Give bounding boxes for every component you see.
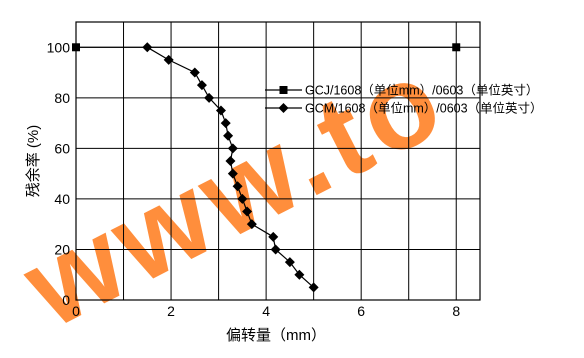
legend-entry-gcj: GCJ/1608（单位mm）/0603（单位英寸） (265, 83, 538, 98)
data-point-diamond (223, 130, 234, 141)
x-tick-label: 2 (167, 303, 175, 319)
data-point-diamond (270, 244, 281, 255)
data-point-diamond (196, 80, 207, 91)
legend-entry-gcm: GCM/1608（单位mm）/0603（单位英寸） (265, 101, 543, 116)
y-tick-label: 0 (62, 292, 70, 308)
data-point-diamond (163, 54, 174, 65)
x-tick-label: 8 (452, 303, 460, 319)
series-0 (72, 43, 461, 52)
data-point-diamond (189, 67, 200, 78)
data-point-diamond (225, 156, 236, 166)
y-axis-title: 残余率 (%) (24, 125, 42, 198)
y-tick-label: 60 (54, 140, 70, 156)
y-tick-label: 20 (54, 241, 70, 257)
y-tick-label: 80 (54, 90, 70, 106)
legend-label-gcj: GCJ/1608（单位mm）/0603（单位英寸） (305, 83, 538, 98)
data-point-diamond (204, 92, 215, 103)
legend-marker-square-icon (279, 86, 288, 94)
data-point-square (452, 43, 461, 52)
plot-frame (75, 21, 481, 301)
series-1 (142, 42, 319, 293)
data-point-diamond (227, 143, 238, 154)
x-tick-label: 4 (262, 303, 270, 319)
data-point-diamond (237, 193, 248, 204)
y-tick-label: 100 (47, 39, 71, 55)
data-point-diamond (284, 257, 295, 268)
series-layer (72, 42, 461, 293)
legend: GCJ/1608（单位mm）/0603（单位英寸） GCM/1608（单位mm）… (265, 83, 543, 116)
x-tick-label: 6 (357, 303, 365, 319)
x-axis-title: 偏转量（mm） (226, 327, 326, 344)
legend-label-gcm: GCM/1608（单位mm）/0603（单位英寸） (305, 101, 543, 116)
data-point-diamond (232, 181, 243, 192)
data-point-diamond (294, 269, 305, 280)
data-point-diamond (246, 219, 257, 230)
legend-marker-diamond-icon (278, 103, 289, 113)
data-point-diamond (227, 168, 238, 179)
data-point-diamond (268, 231, 279, 242)
data-point-diamond (242, 206, 253, 217)
data-point-diamond (142, 42, 153, 53)
data-point-diamond (308, 282, 319, 293)
x-tick-label: 0 (72, 303, 80, 319)
data-point-diamond (220, 118, 231, 129)
data-point-diamond (215, 105, 226, 116)
y-tick-label: 40 (54, 191, 70, 207)
data-point-square (72, 43, 80, 52)
